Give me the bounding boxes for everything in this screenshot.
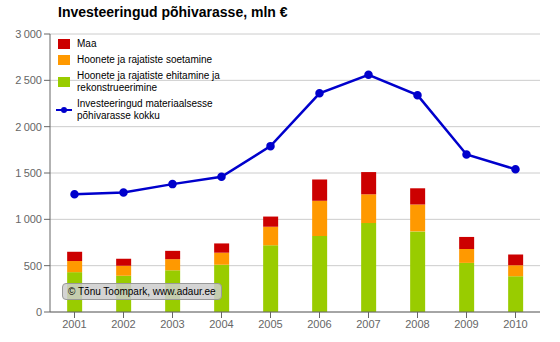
html-text:Maa: Maa xyxy=(77,38,97,49)
svg-text:2006: 2006 xyxy=(307,318,331,330)
svg-text:2001: 2001 xyxy=(62,318,86,330)
html-text:Investeeringud materiaalsesse: Investeeringud materiaalsesse põhivarass… xyxy=(77,98,213,121)
svg-text:2 000: 2 000 xyxy=(15,121,42,133)
svg-text:2 500: 2 500 xyxy=(15,74,42,86)
html-text:© Tõnu Toompark, www.adaur.ee: © Tõnu Toompark, www.adaur.ee xyxy=(68,286,216,297)
svg-text:1 000: 1 000 xyxy=(15,213,42,225)
svg-text:2004: 2004 xyxy=(209,318,233,330)
html-text:Investeeringud põhivarasse, ml: Investeeringud põhivarasse, mln € xyxy=(58,4,288,20)
svg-text:2005: 2005 xyxy=(258,318,282,330)
svg-text:2008: 2008 xyxy=(405,318,429,330)
svg-text:3 000: 3 000 xyxy=(15,28,42,40)
svg-text:500: 500 xyxy=(24,260,42,272)
svg-text:2009: 2009 xyxy=(454,318,478,330)
svg-text:0: 0 xyxy=(36,306,42,318)
svg-text:2010: 2010 xyxy=(503,318,527,330)
svg-text:2003: 2003 xyxy=(160,318,184,330)
svg-text:2002: 2002 xyxy=(111,318,135,330)
html-text:Hoonete ja rajatiste soetamine: Hoonete ja rajatiste soetamine xyxy=(77,54,213,65)
svg-text:2007: 2007 xyxy=(356,318,380,330)
svg-text:1 500: 1 500 xyxy=(15,167,42,179)
html-text:Hoonete ja rajatiste ehitamine: Hoonete ja rajatiste ehitamine ja rekons… xyxy=(77,70,220,93)
